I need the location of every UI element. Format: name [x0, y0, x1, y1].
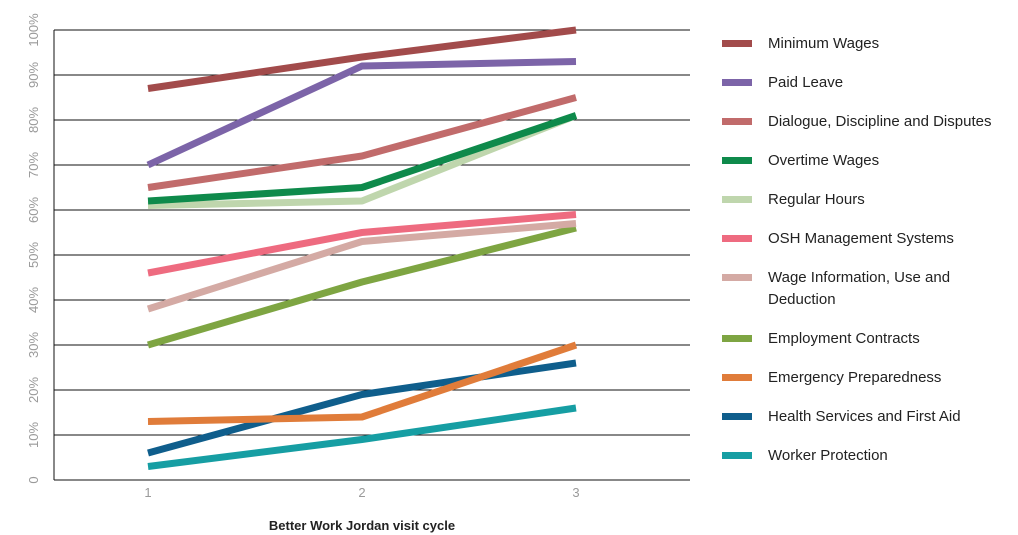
- series-line: [146, 58, 577, 169]
- y-tick-label: 70%: [26, 152, 41, 178]
- y-tick-label: 0: [26, 476, 41, 483]
- legend-label: Worker Protection: [768, 447, 888, 464]
- legend-swatch: [722, 157, 752, 164]
- legend-item: Minimum Wages: [722, 35, 879, 52]
- legend-label: Health Services and First Aid: [768, 408, 961, 425]
- x-axis-label: Better Work Jordan visit cycle: [269, 518, 455, 533]
- series-line: [147, 341, 578, 425]
- series-line: [147, 94, 577, 191]
- legend-item: Worker Protection: [722, 447, 888, 464]
- legend-label: Employment Contracts: [768, 330, 920, 347]
- y-axis-ticks: 0 10% 20% 30% 40% 50% 60% 70% 80% 90% 100%: [26, 13, 41, 484]
- legend-swatch: [722, 374, 752, 381]
- legend-item: OSH Management Systems: [722, 230, 954, 247]
- legend-label: Overtime Wages: [768, 152, 879, 169]
- legend-item: Employment Contracts: [722, 330, 920, 347]
- x-tick-label: 1: [144, 485, 151, 500]
- legend-swatch: [722, 335, 752, 342]
- x-tick-label: 3: [572, 485, 579, 500]
- series-lines: [146, 26, 578, 470]
- series-line: [146, 220, 577, 313]
- y-tick-label: 50%: [26, 242, 41, 268]
- legend-item: Health Services and First Aid: [722, 408, 961, 425]
- legend-swatch: [722, 196, 752, 203]
- series-line: [147, 112, 578, 205]
- series-line: [147, 26, 577, 92]
- y-tick-label: 60%: [26, 197, 41, 223]
- legend-swatch: [722, 79, 752, 86]
- y-tick-label: 80%: [26, 107, 41, 133]
- series-line: [147, 211, 577, 277]
- legend-item: Wage Information, Use and Deduction: [722, 269, 950, 308]
- y-tick-label: 10%: [26, 422, 41, 448]
- legend-swatch: [722, 274, 752, 281]
- legend: Minimum Wages Paid Leave Dialogue, Discipl…: [722, 35, 991, 464]
- legend-swatch: [722, 235, 752, 242]
- legend-label: Wage Information, Use and Deduction: [768, 269, 950, 308]
- legend-swatch: [722, 452, 752, 459]
- series-line: [147, 404, 577, 470]
- legend-label: Regular Hours: [768, 191, 865, 208]
- x-axis-ticks: 1 2 3: [144, 485, 579, 500]
- legend-swatch: [722, 413, 752, 420]
- legend-label: Emergency Preparedness: [768, 369, 941, 386]
- legend-item: Emergency Preparedness: [722, 369, 941, 386]
- legend-item: Dialogue, Discipline and Disputes: [722, 113, 991, 130]
- y-tick-label: 30%: [26, 332, 41, 358]
- series-line: [147, 359, 577, 457]
- series-line: [147, 224, 577, 349]
- legend-label: OSH Management Systems: [768, 230, 954, 247]
- y-tick-label: 100%: [26, 13, 41, 47]
- legend-item: Regular Hours: [722, 191, 865, 208]
- legend-item: Paid Leave: [722, 74, 843, 91]
- y-tick-label: 90%: [26, 62, 41, 88]
- legend-label: Dialogue, Discipline and Disputes: [768, 113, 991, 130]
- legend-swatch: [722, 118, 752, 125]
- legend-label: Paid Leave: [768, 74, 843, 91]
- legend-label: Minimum Wages: [768, 35, 879, 52]
- legend-swatch: [722, 40, 752, 47]
- y-tick-label: 20%: [26, 377, 41, 403]
- series-line: [147, 112, 578, 209]
- x-tick-label: 2: [358, 485, 365, 500]
- legend-item: Overtime Wages: [722, 152, 879, 169]
- y-tick-label: 40%: [26, 287, 41, 313]
